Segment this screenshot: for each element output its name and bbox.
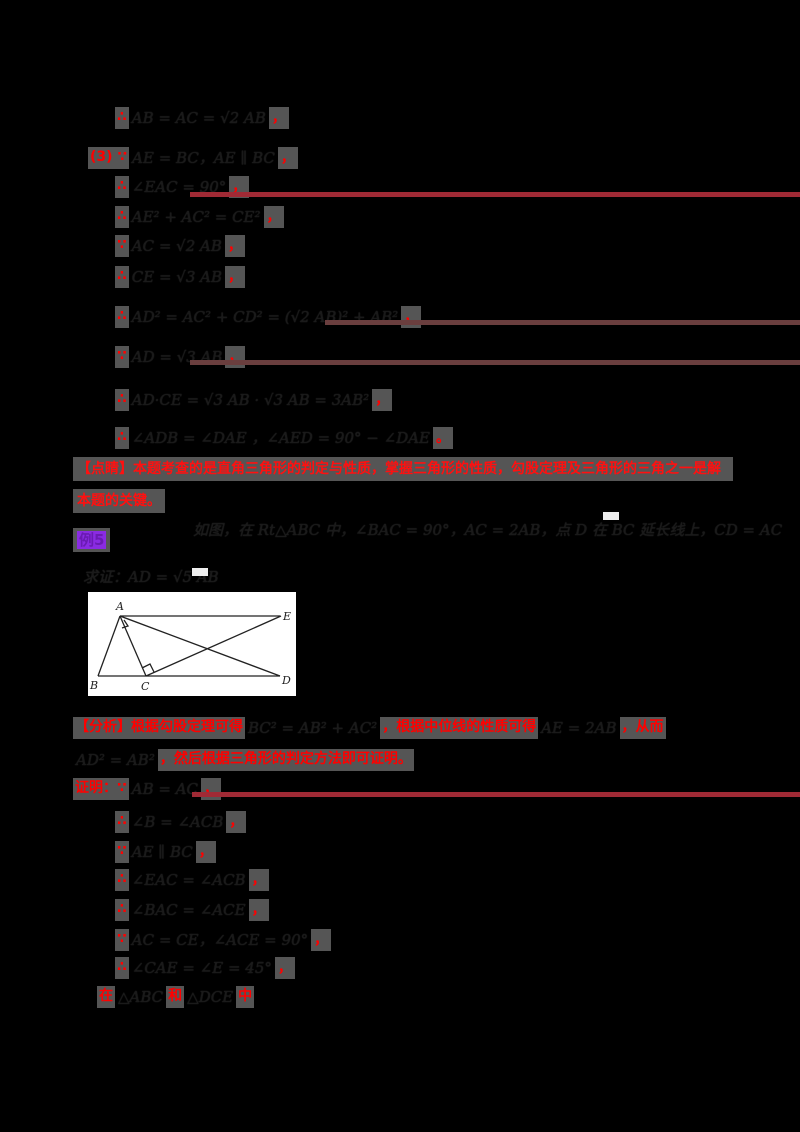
therefore-marker: ∴ — [115, 266, 129, 288]
math-expression: AD² = AB² — [76, 751, 155, 769]
underline-rule — [190, 360, 800, 365]
underline-rule — [192, 792, 800, 797]
underline-rule — [190, 192, 800, 197]
geometry-figure: A E B C D — [88, 592, 296, 696]
proof-line: 证明：∵ AB = AC ， — [73, 777, 222, 801]
therefore-marker: ∴ — [115, 176, 129, 198]
dianjing-note-line2: 本题的关键。 — [73, 489, 165, 513]
proof-line: ∴ ∠EAC = ∠ACB ， — [115, 868, 269, 892]
math-expression: AB = AC = √2 AB — [131, 109, 266, 127]
proof-line: ∵ AC = CE，∠ACE = 90° ， — [115, 928, 332, 952]
math-expression: AE = BC，AE ∥ BC — [132, 149, 275, 167]
because-marker: ∵ — [115, 841, 129, 863]
underline-rule — [325, 320, 800, 325]
punctuation: ， — [268, 107, 289, 129]
therefore-marker: ∴ — [115, 107, 129, 129]
fenxi-text: ，然后根据三角形的判定方法即可证明。 — [157, 749, 414, 771]
proof-final-line: 在 △ABC 和 △DCE 中 — [97, 985, 255, 1009]
punctuation: ， — [311, 929, 332, 951]
label-B: B — [89, 679, 98, 692]
therefore-marker: ∴ — [115, 206, 129, 228]
math-expression: AE² + AC² = CE² — [131, 208, 261, 226]
rendering-artifact — [603, 512, 619, 520]
proof-line: ∴ AD·CE = √3 AB · √3 AB = 3AB² ， — [115, 388, 393, 412]
example-badge-label: 例5 — [77, 531, 107, 549]
fenxi-text: ，根据中位线的性质可得 — [380, 717, 539, 739]
fenxi-text: ，从而 — [619, 717, 666, 739]
label-E: E — [282, 610, 291, 623]
in-marker: 在 — [97, 986, 115, 1008]
therefore-marker: ∴ — [115, 869, 129, 891]
punctuation: ， — [277, 147, 298, 169]
part-3-marker: (3) ∵ — [88, 147, 130, 169]
and-marker: 和 — [166, 986, 185, 1008]
math-expression: ∠CAE = ∠E = 45° — [131, 959, 272, 977]
math-expression: 求证：AD = √5 AB — [83, 568, 219, 586]
fenxi-line1: 【分析】根据勾股定理可得 BC² = AB² + AC² ，根据中位线的性质可得… — [73, 716, 666, 740]
rendering-artifact — [192, 568, 208, 576]
math-expression: BC² = AB² + AC² — [248, 719, 378, 737]
proof-line: ∴ ∠B = ∠ACB ， — [115, 810, 247, 834]
label-D: D — [281, 674, 291, 687]
math-expression: ∠B = ∠ACB — [131, 813, 224, 831]
therefore-marker: ∴ — [115, 427, 129, 449]
math-expression: △DCE — [187, 988, 234, 1006]
math-expression: ∠ADB = ∠DAE ，∠AED = 90° − ∠DAE — [131, 429, 430, 447]
fenxi-line2: AD² = AB² ，然后根据三角形的判定方法即可证明。 — [73, 748, 414, 772]
proof-line: ∴ ∠CAE = ∠E = 45° ， — [115, 956, 295, 980]
math-expression: ∠BAC = ∠ACE — [131, 901, 246, 919]
math-expression: AC = √2 AB — [131, 237, 222, 255]
math-expression: AD·CE = √3 AB · √3 AB = 3AB² — [131, 391, 370, 409]
proof-line: ∴ ∠ADB = ∠DAE ，∠AED = 90° − ∠DAE 。 — [115, 426, 453, 450]
punctuation: ， — [263, 206, 284, 228]
proof-line: ∴ AE² + AC² = CE² ， — [115, 205, 284, 229]
punctuation: ， — [195, 841, 216, 863]
example-badge: 例5 — [73, 528, 111, 552]
punctuation: ， — [226, 811, 247, 833]
proof-line: ∵ AD = √3 AB ， — [115, 345, 246, 369]
proof-line: ∵ AC = √2 AB ， — [115, 234, 245, 258]
proof-line: ∴ ∠BAC = ∠ACE ， — [115, 898, 269, 922]
example-statement-2: 求证：AD = √5 AB — [80, 565, 222, 589]
math-expression: CE = √3 AB — [131, 268, 223, 286]
zhong-marker: 中 — [236, 986, 255, 1008]
punctuation: ， — [224, 235, 245, 257]
because-marker: ∵ — [115, 346, 129, 368]
punctuation: ， — [274, 957, 295, 979]
proof-line: ∴ CE = √3 AB ， — [115, 265, 246, 289]
proof-line: (3) ∵ AE = BC，AE ∥ BC ， — [88, 146, 298, 170]
example-statement: 如图，在 Rt△ABC 中，∠BAC = 90°，AC = 2AB，点 D 在 … — [190, 518, 785, 542]
math-expression: ∠EAC = 90° — [131, 178, 227, 196]
because-marker: ∵ — [115, 929, 129, 951]
math-expression: AB = AC — [131, 780, 199, 798]
punctuation: ， — [372, 389, 393, 411]
punctuation: ， — [248, 869, 269, 891]
triangle-diagram-icon: A E B C D — [89, 600, 291, 693]
proof-line: ∴ AD² = AC² + CD² = (√2 AB)² + AB² ， — [115, 305, 422, 329]
dianjing-note-line1: 【点睛】本题考查的是直角三角形的判定与性质，掌握三角形的性质，勾股定理及三角形的… — [73, 457, 733, 481]
math-expression: AE = 2AB — [541, 719, 617, 737]
punctuation: 。 — [433, 427, 453, 449]
math-expression: 如图，在 Rt△ABC 中，∠BAC = 90°，AC = 2AB，点 D 在 … — [193, 521, 783, 539]
proof-line: ∵ AE ∥ BC ， — [115, 840, 216, 864]
punctuation: ， — [248, 899, 269, 921]
proof-label: 证明：∵ — [73, 778, 129, 800]
math-expression: ∠EAC = ∠ACB — [131, 871, 246, 889]
therefore-marker: ∴ — [115, 899, 129, 921]
math-expression: AC = CE，∠ACE = 90° — [131, 931, 309, 949]
therefore-marker: ∴ — [115, 306, 129, 328]
label-C: C — [141, 680, 150, 693]
math-expression: △ABC — [118, 988, 164, 1006]
therefore-marker: ∴ — [115, 957, 129, 979]
therefore-marker: ∴ — [115, 811, 129, 833]
proof-line: ∴ AB = AC = √2 AB ， — [115, 106, 289, 130]
label-A: A — [115, 600, 124, 613]
therefore-marker: ∴ — [115, 389, 129, 411]
fenxi-label: 【分析】根据勾股定理可得 — [73, 717, 245, 739]
because-marker: ∵ — [115, 235, 129, 257]
punctuation: ， — [225, 266, 246, 288]
math-expression: AE ∥ BC — [131, 843, 193, 861]
